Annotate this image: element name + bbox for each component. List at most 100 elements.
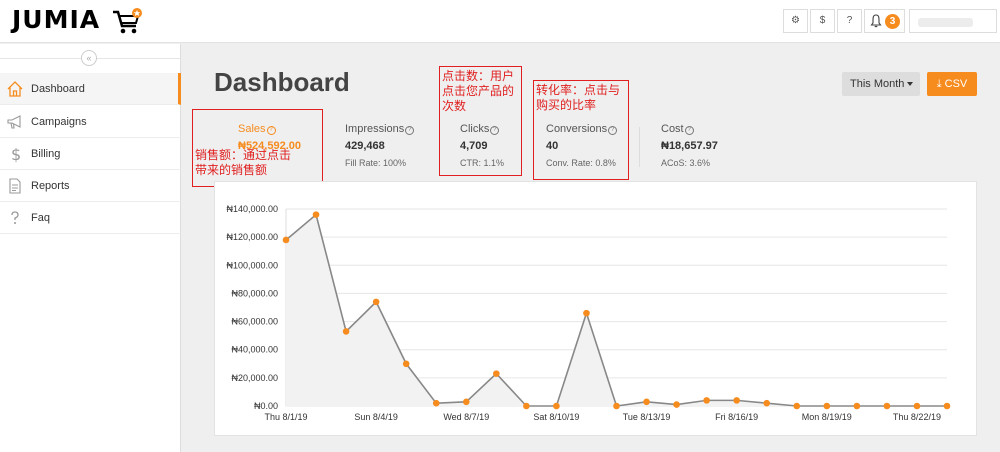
stat-sales[interactable]: Sales? ₦524,592.00: [238, 123, 301, 152]
data-point: [342, 328, 350, 335]
data-point: [432, 399, 440, 407]
y-tick-label: ₦20,000.00: [231, 373, 278, 383]
billing-button[interactable]: $: [810, 9, 835, 33]
home-icon: [7, 81, 23, 97]
sidebar-item-label: Billing: [31, 148, 61, 160]
data-point: [763, 399, 771, 407]
sidebar-item-dashboard[interactable]: Dashboard: [0, 73, 181, 105]
series-area: [286, 214, 947, 406]
document-icon: [9, 178, 21, 194]
period-label: This Month: [850, 78, 905, 90]
info-icon[interactable]: ?: [490, 126, 500, 135]
stat-clicks[interactable]: Clicks? 4,709 CTR: 1.1%: [460, 123, 504, 168]
data-point: [462, 398, 470, 406]
period-dropdown[interactable]: This Month: [842, 72, 920, 96]
data-point: [733, 397, 740, 404]
stat-cost[interactable]: Cost? ₦18,657.97 ACoS: 3.6%: [661, 123, 718, 168]
y-tick-label: ₦140,000.00: [226, 204, 278, 214]
data-point: [943, 402, 951, 410]
stat-label: Cost: [661, 123, 684, 135]
caret-down-icon: [907, 82, 914, 87]
info-icon[interactable]: ?: [684, 126, 694, 135]
megaphone-icon: [7, 115, 21, 129]
username-blurred: [918, 18, 973, 27]
data-point: [493, 370, 500, 377]
data-point: [312, 211, 320, 218]
topbar: JUMIA ⚙ $ ? 3: [0, 0, 1000, 43]
stat-label: Conversions: [546, 123, 608, 135]
sidebar-item-campaigns[interactable]: Campaigns: [0, 106, 181, 138]
sidebar-item-billing[interactable]: $ Billing: [0, 138, 181, 170]
data-point: [282, 236, 290, 244]
y-tick-label: ₦100,000.00: [226, 260, 278, 270]
x-tick-label: Tue 8/13/19: [623, 412, 671, 422]
data-point: [553, 402, 560, 410]
chart-svg: ₦0.00 ₦20,000.00 ₦40,000.00 ₦60,000.00 ₦80,0…: [226, 204, 951, 422]
gear-icon: ⚙: [791, 15, 800, 26]
stat-sub: CTR: 1.1%: [460, 158, 505, 168]
x-tick-label: Sat 8/10/19: [533, 412, 579, 422]
stat-sub: Conv. Rate: 0.8%: [546, 158, 616, 168]
svg-text:$: $: [11, 145, 21, 163]
page-title: Dashboard: [214, 67, 350, 97]
bell-icon: [870, 14, 882, 28]
jumia-logo[interactable]: JUMIA: [12, 5, 101, 34]
sidebar-item-label: Campaigns: [31, 116, 87, 128]
annotation-text: 销售额：通过点击 带来的销售额: [195, 148, 292, 177]
dollar-icon: $: [11, 145, 21, 163]
data-point: [883, 402, 891, 410]
stat-impressions[interactable]: Impressions? 429,468 Fill Rate: 100%: [345, 123, 415, 168]
stat-value: 429,468: [345, 140, 385, 152]
data-point: [643, 398, 650, 406]
help-button[interactable]: ?: [837, 9, 862, 33]
csv-download-button[interactable]: ⤓ CSV: [927, 72, 977, 96]
data-point: [913, 402, 921, 410]
stat-conversions[interactable]: Conversions? 40 Conv. Rate: 0.8%: [546, 123, 618, 168]
data-point: [372, 298, 380, 306]
y-tick-label: ₦120,000.00: [226, 232, 278, 242]
x-tick-label: Thu 8/1/19: [264, 412, 307, 422]
notifications-button[interactable]: 3: [864, 9, 905, 33]
stat-value: 40: [546, 140, 559, 152]
sidebar-item-label: Faq: [31, 212, 50, 224]
info-icon[interactable]: ?: [608, 126, 618, 135]
sidebar-item-faq[interactable]: Faq: [0, 202, 181, 234]
settings-button[interactable]: ⚙: [783, 9, 808, 33]
collapse-sidebar-button[interactable]: «: [81, 50, 97, 66]
help-icon: ?: [846, 15, 853, 26]
y-tick-label: ₦40,000.00: [231, 345, 278, 355]
stat-value: ₦524,592.00: [238, 140, 301, 152]
data-point: [853, 402, 861, 410]
stat-value: ₦18,657.97: [661, 140, 718, 152]
notification-badge: 3: [885, 14, 900, 29]
y-tick-label: ₦60,000.00: [231, 317, 278, 327]
user-menu[interactable]: [909, 9, 997, 33]
data-point: [673, 401, 680, 408]
x-tick-label: Mon 8/19/19: [802, 412, 852, 422]
annotation-sales: 销售额：通过点击 带来的销售额: [192, 109, 323, 187]
x-tick-label: Fri 8/16/19: [715, 412, 758, 422]
data-point: [402, 360, 410, 368]
annotation-text: 转化率：点击与 购买的比率: [536, 83, 621, 112]
data-point: [823, 402, 831, 410]
sidebar: « Dashboard Campaigns $ Billing Reports …: [0, 44, 181, 452]
dollar-icon: $: [819, 15, 826, 26]
sales-chart: ₦0.00 ₦20,000.00 ₦40,000.00 ₦60,000.00 ₦80,0…: [214, 181, 977, 436]
info-icon[interactable]: ?: [266, 126, 276, 135]
stat-sub: ACoS: 3.6%: [661, 158, 711, 168]
stat-value: 4,709: [460, 140, 488, 152]
annotation-clicks: 点击数：用户 点击您产品的 次数: [439, 66, 522, 176]
x-tick-label: Thu 8/22/19: [893, 412, 941, 422]
info-icon[interactable]: ?: [405, 126, 415, 135]
data-point: [523, 402, 530, 410]
sidebar-item-reports[interactable]: Reports: [0, 170, 181, 202]
stat-label: Sales: [238, 123, 266, 135]
annotation-conversions: 转化率：点击与 购买的比率: [533, 80, 629, 180]
stat-sub: Fill Rate: 100%: [345, 158, 407, 168]
sidebar-item-label: Dashboard: [31, 83, 85, 95]
question-icon: [11, 211, 19, 224]
cart-logo-icon: [113, 8, 142, 34]
y-tick-label: ₦0.00: [254, 401, 278, 411]
annotation-text: 点击数：用户 点击您产品的 次数: [442, 69, 515, 113]
data-point: [613, 402, 620, 410]
